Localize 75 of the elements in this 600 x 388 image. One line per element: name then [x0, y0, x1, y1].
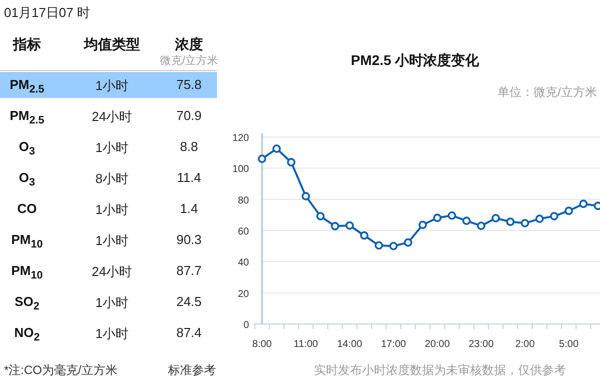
- text: 指标: [12, 36, 42, 54]
- x-tick-label: 17:00: [380, 339, 406, 350]
- text: 1小时: [94, 201, 130, 219]
- category-label: SO$_{2}$: [14, 294, 40, 313]
- point: [316, 212, 325, 220]
- point: [302, 192, 310, 200]
- text: 8小时: [94, 170, 130, 188]
- data-label: 75.8: [175, 77, 203, 92]
- data-label: 11.4: [176, 170, 202, 185]
- x-tick-label: 20:00: [424, 339, 450, 350]
- x-tick-label: 2:00: [515, 339, 536, 350]
- point: [506, 218, 515, 226]
- point: [433, 214, 442, 222]
- point: [476, 222, 486, 230]
- point: [462, 216, 471, 226]
- point: [287, 158, 296, 166]
- point: [448, 211, 456, 220]
- text: 标准参考: [168, 362, 216, 379]
- point: [330, 222, 340, 230]
- category-label: PM$_{2.5}$: [8, 77, 46, 96]
- y-tick-label: 40: [238, 258, 250, 269]
- y-tick-label: 20: [238, 288, 250, 300]
- x-tick-label: 14:00: [337, 339, 363, 350]
- data-label: 90.3: [175, 232, 203, 247]
- text: 1小时: [94, 77, 130, 95]
- text: 1小时: [94, 232, 130, 250]
- x-tick-label: 5:00: [559, 339, 579, 350]
- text: 浓度: [174, 36, 204, 54]
- point: [579, 200, 588, 208]
- data-label: 8.8: [178, 139, 200, 154]
- text: 24小时: [90, 263, 134, 281]
- x-tick-label: 11:00: [294, 339, 318, 350]
- data-label: 1.4: [178, 201, 200, 216]
- category-label: PM$_{2.5}$: [8, 108, 46, 127]
- text: *注:CO为毫克/立方米: [4, 362, 118, 379]
- category-label: PM$_{10}$: [10, 263, 44, 282]
- category-label: CO: [16, 201, 38, 216]
- text: 1小时: [94, 294, 130, 312]
- data-label: 70.9: [175, 108, 203, 123]
- point: [258, 154, 266, 164]
- x-tick-label: 8:00: [252, 339, 272, 350]
- text: 微克/立方米: [158, 54, 220, 68]
- data-label: 87.7: [175, 263, 203, 278]
- y-tick-label: 0: [243, 320, 250, 331]
- text: 均值类型: [82, 36, 141, 54]
- point: [564, 206, 573, 216]
- y-tick-label: 100: [232, 164, 250, 176]
- point: [492, 214, 500, 222]
- data-label: 87.4: [175, 325, 203, 340]
- y-tick-label: 60: [238, 226, 250, 238]
- point: [389, 242, 398, 250]
- point: [535, 214, 544, 224]
- category-label: O$_{3}$: [18, 170, 36, 189]
- y-tick-label: 120: [232, 133, 250, 144]
- text: 24小时: [90, 108, 134, 126]
- text: 1小时: [94, 139, 130, 157]
- text: 1小时: [94, 325, 130, 343]
- point: [345, 221, 354, 230]
- point: [272, 144, 281, 153]
- category-label: NO$_{2}$: [13, 325, 41, 344]
- y-tick-label: 80: [238, 195, 250, 206]
- point: [418, 220, 427, 230]
- text: 单位：微克/立方米: [498, 84, 597, 101]
- text: 实时发布小时浓度数据为未审核数据，仅供参考: [314, 362, 566, 379]
- category-label: O$_{3}$: [18, 139, 36, 158]
- point: [550, 212, 558, 220]
- x-tick-label: 23:00: [468, 339, 494, 350]
- point: [374, 241, 384, 250]
- point: [404, 238, 412, 247]
- point: [520, 218, 530, 228]
- data-label: 24.5: [175, 294, 203, 309]
- category-label: PM$_{10}$: [10, 232, 44, 251]
- point: [360, 231, 368, 240]
- chart-title: PM2.5 小时浓度变化: [350, 52, 480, 70]
- text: 01月17日07 时: [4, 4, 90, 22]
